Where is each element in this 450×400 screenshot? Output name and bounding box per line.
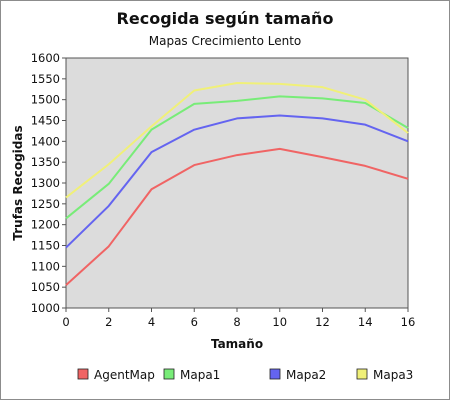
legend: AgentMap Mapa1 Mapa2 Mapa3: [77, 368, 413, 382]
legend-swatch: [356, 368, 368, 380]
y-tick-label: 1450: [31, 114, 60, 128]
series-line-mapa2: [65, 114, 409, 249]
y-tick-label: 1200: [31, 218, 60, 232]
legend-swatch: [269, 368, 281, 380]
x-tick-label: 10: [272, 315, 287, 329]
y-tick-label: 1400: [31, 134, 60, 148]
y-tick-label: 1600: [31, 51, 60, 65]
y-tick-label: 1500: [31, 93, 60, 107]
y-tick-label: 1550: [31, 72, 60, 86]
x-tick-label: 8: [233, 315, 240, 329]
legend-label: Mapa2: [286, 368, 326, 382]
x-tick-label: 6: [191, 315, 198, 329]
y-axis-ticks: 1000 1050 1100 1150 1200 1250 1300 1350 1400 1450…: [31, 51, 66, 315]
y-tick-label: 1300: [31, 176, 60, 190]
legend-swatch: [77, 368, 89, 380]
series-lines: [65, 82, 409, 286]
legend-label: Mapa3: [373, 368, 413, 382]
x-tick-label: 16: [401, 315, 416, 329]
y-tick-label: 1250: [31, 197, 60, 211]
y-tick-label: 1050: [31, 280, 60, 294]
y-axis-label: Trufas Recogidas: [11, 125, 25, 240]
x-tick-label: 0: [62, 315, 69, 329]
x-axis-ticks: 0 2 4 6 8 10 12 14 16: [62, 308, 415, 329]
series-line-mapa1: [65, 95, 409, 220]
legend-swatch: [163, 368, 175, 380]
y-tick-label: 1150: [31, 239, 60, 253]
chart-title: Recogida según tamaño: [117, 9, 334, 28]
y-tick-label: 1000: [31, 301, 60, 315]
x-tick-label: 14: [358, 315, 373, 329]
x-axis-label: Tamaño: [211, 337, 263, 351]
legend-label: AgentMap: [94, 368, 155, 382]
plot-area: [65, 57, 409, 309]
legend-label: Mapa1: [180, 368, 220, 382]
series-line-mapa3: [65, 82, 409, 199]
x-tick-label: 12: [315, 315, 330, 329]
x-tick-label: 4: [148, 315, 155, 329]
series-line-agentmap: [65, 147, 409, 286]
y-tick-label: 1100: [31, 259, 60, 273]
x-tick-label: 2: [105, 315, 112, 329]
chart-subtitle: Mapas Crecimiento Lento: [149, 34, 302, 48]
y-tick-label: 1350: [31, 155, 60, 169]
